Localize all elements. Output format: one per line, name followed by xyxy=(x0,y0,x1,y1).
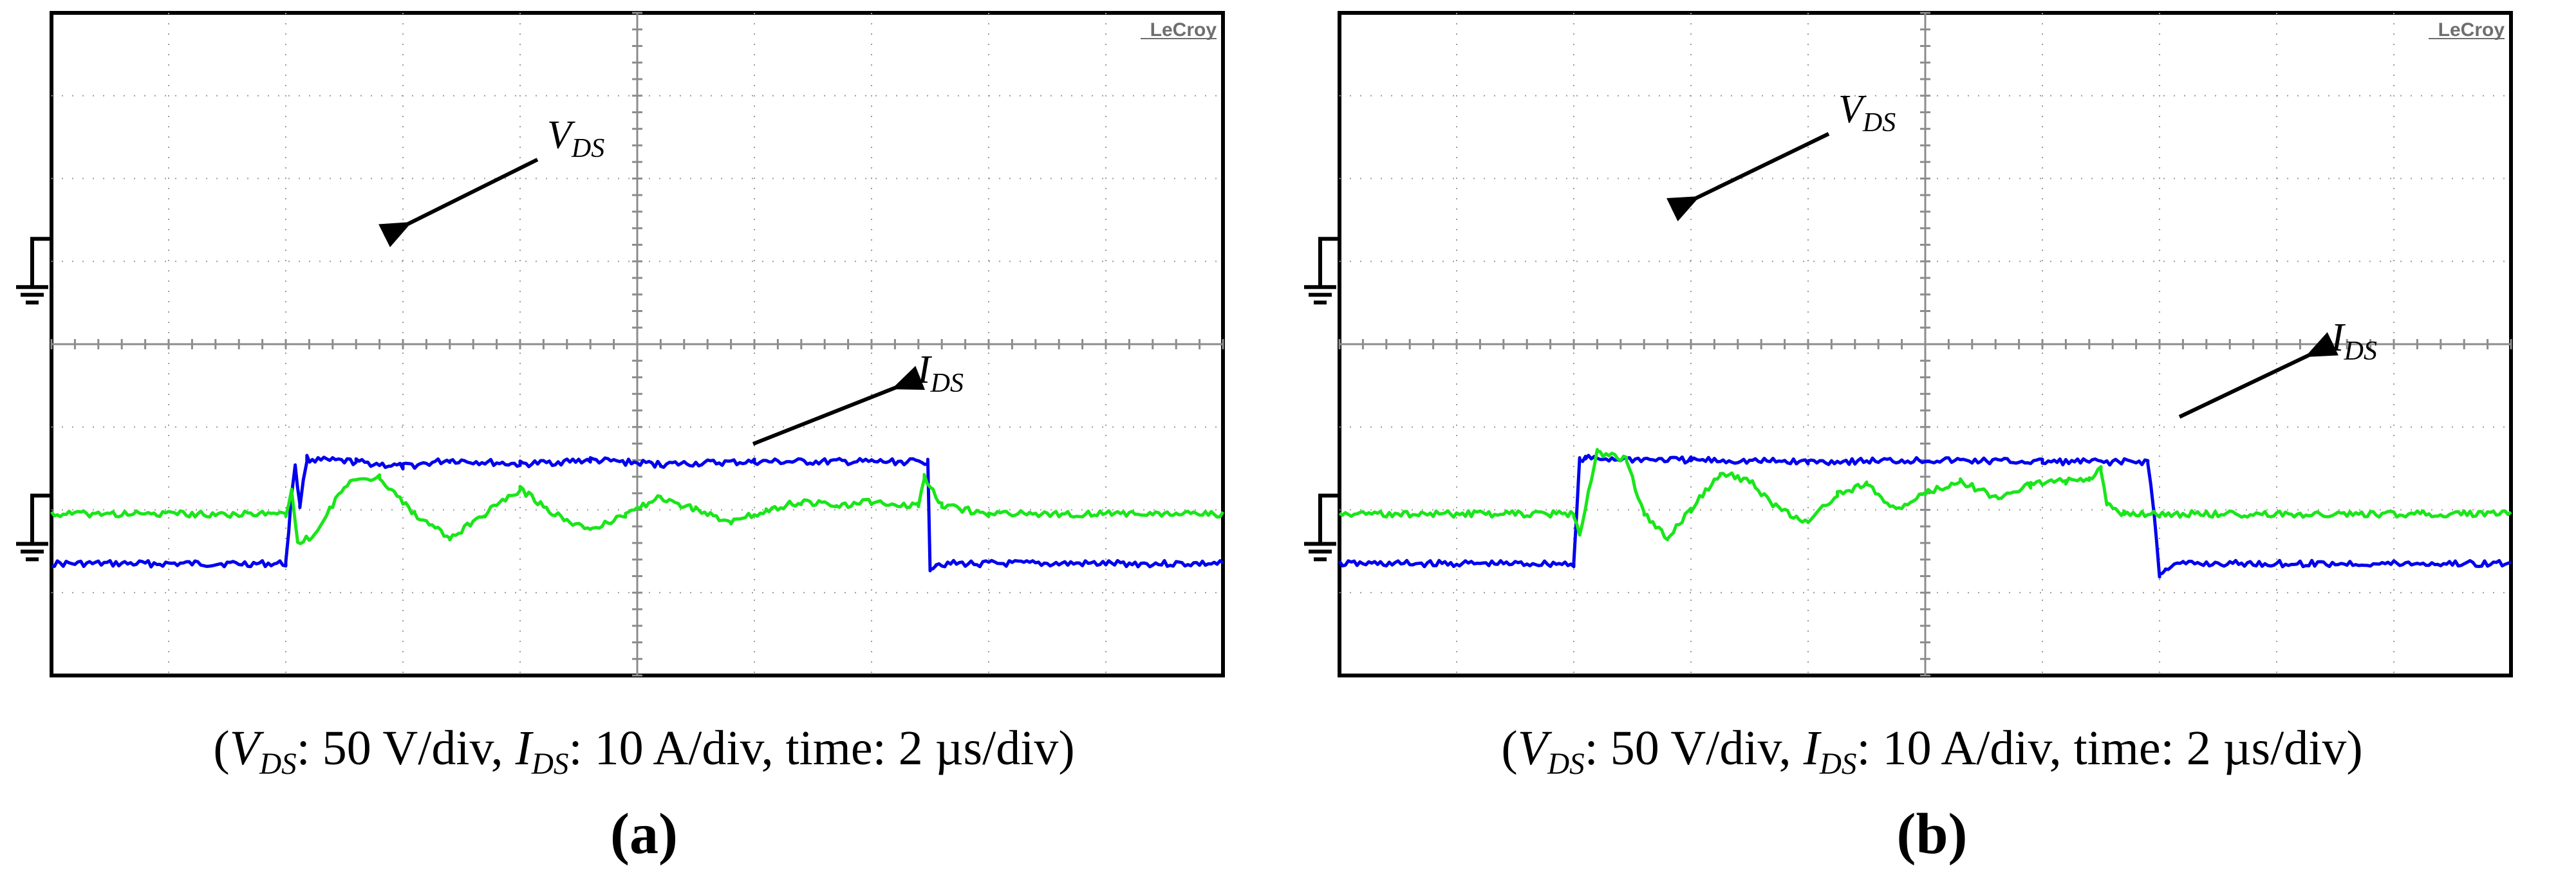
scale-caption-b: (VDS: 50 V/div, IDS: 10 A/div, time: 2 µ… xyxy=(1501,721,2363,782)
ground-marker-icon xyxy=(1304,493,1339,562)
panel-a: LeCroy VDS IDS (VDS: 50 V/div, IDS: 10 A/d… xyxy=(16,11,1225,866)
panel-label-b: (b) xyxy=(1896,802,1968,866)
lecroy-logo: LeCroy xyxy=(2438,19,2505,41)
trace-v-ds xyxy=(51,454,1224,573)
trace-label-v-ds: VDS xyxy=(1838,87,1896,138)
scope-chart-a: LeCroy VDS IDS xyxy=(16,11,1225,677)
trace-i-ds xyxy=(1338,448,2512,542)
arrowhead-icon xyxy=(1666,196,1700,221)
ground-marker-icon xyxy=(1304,237,1339,305)
arrowhead-icon xyxy=(378,222,412,248)
arrowhead-icon xyxy=(2305,332,2338,357)
trace-label-v-ds: VDS xyxy=(547,113,604,163)
panel-b: LeCroy VDS IDS (VDS: 50 V/div, IDS: 10 A/d… xyxy=(1288,0,2576,882)
trace-i-ds xyxy=(50,473,1225,546)
trace-v-ds xyxy=(1338,454,2512,579)
trace-label-i-ds: IDS xyxy=(917,348,964,398)
arrowhead-icon xyxy=(891,365,925,390)
ground-marker-icon xyxy=(16,237,51,305)
scale-caption-a: (VDS: 50 V/div, IDS: 10 A/div, time: 2 µ… xyxy=(213,721,1075,782)
lecroy-logo: LeCroy xyxy=(1150,19,1217,41)
ground-marker-icon xyxy=(16,493,51,562)
panel-label-a: (a) xyxy=(610,802,678,866)
